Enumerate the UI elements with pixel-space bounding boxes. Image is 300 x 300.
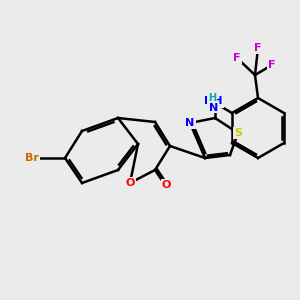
Text: N: N <box>185 118 195 128</box>
Text: Br: Br <box>25 153 39 163</box>
Text: F: F <box>268 60 276 70</box>
Text: S: S <box>234 128 242 138</box>
Text: O: O <box>162 180 171 190</box>
Text: H: H <box>208 93 216 103</box>
Text: F: F <box>233 53 241 63</box>
Text: F: F <box>254 43 262 53</box>
Text: NH: NH <box>204 97 223 106</box>
Text: N: N <box>209 103 218 112</box>
Text: O: O <box>125 178 135 188</box>
